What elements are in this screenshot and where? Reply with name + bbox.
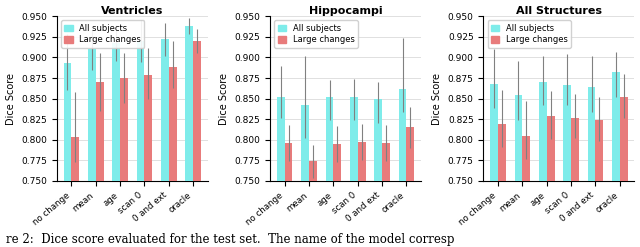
Bar <box>588 87 595 181</box>
Legend: All subjects, Large changes: All subjects, Large changes <box>61 21 145 48</box>
Legend: All subjects, Large changes: All subjects, Large changes <box>488 21 571 48</box>
Bar <box>169 67 177 181</box>
Bar <box>515 95 522 181</box>
Bar <box>563 85 571 181</box>
Bar <box>620 97 628 181</box>
Bar <box>326 97 333 181</box>
Bar <box>382 143 390 181</box>
Y-axis label: Dice Score: Dice Score <box>219 73 229 124</box>
Bar <box>309 161 317 181</box>
Bar <box>358 142 365 181</box>
Bar <box>285 143 292 181</box>
Bar <box>498 124 506 181</box>
Bar <box>333 144 341 181</box>
Bar <box>145 75 152 181</box>
Bar <box>522 136 530 181</box>
Bar <box>571 118 579 181</box>
Bar <box>186 26 193 181</box>
Bar <box>547 116 554 181</box>
Bar <box>539 82 547 181</box>
Bar <box>595 120 604 181</box>
Bar <box>88 49 96 181</box>
Bar <box>399 89 406 181</box>
Title: Ventricles: Ventricles <box>101 5 163 16</box>
Bar <box>277 97 285 181</box>
Bar <box>350 97 358 181</box>
Bar <box>120 78 128 181</box>
Bar <box>63 63 72 181</box>
Y-axis label: Dice Score: Dice Score <box>6 73 15 124</box>
Title: Hippocampi: Hippocampi <box>308 5 382 16</box>
Bar <box>301 105 309 181</box>
Text: re 2:  Dice score evaluated for the test set.  The name of the model corresp: re 2: Dice score evaluated for the test … <box>6 233 455 246</box>
Bar <box>72 137 79 181</box>
Bar <box>193 41 201 181</box>
Bar <box>112 43 120 181</box>
Bar <box>136 41 145 181</box>
Bar <box>96 82 104 181</box>
Bar <box>374 99 382 181</box>
Bar <box>612 72 620 181</box>
Y-axis label: Dice Score: Dice Score <box>432 73 442 124</box>
Bar <box>406 127 414 181</box>
Title: All Structures: All Structures <box>516 5 602 16</box>
Legend: All subjects, Large changes: All subjects, Large changes <box>274 21 358 48</box>
Bar <box>161 39 169 181</box>
Bar <box>490 84 498 181</box>
